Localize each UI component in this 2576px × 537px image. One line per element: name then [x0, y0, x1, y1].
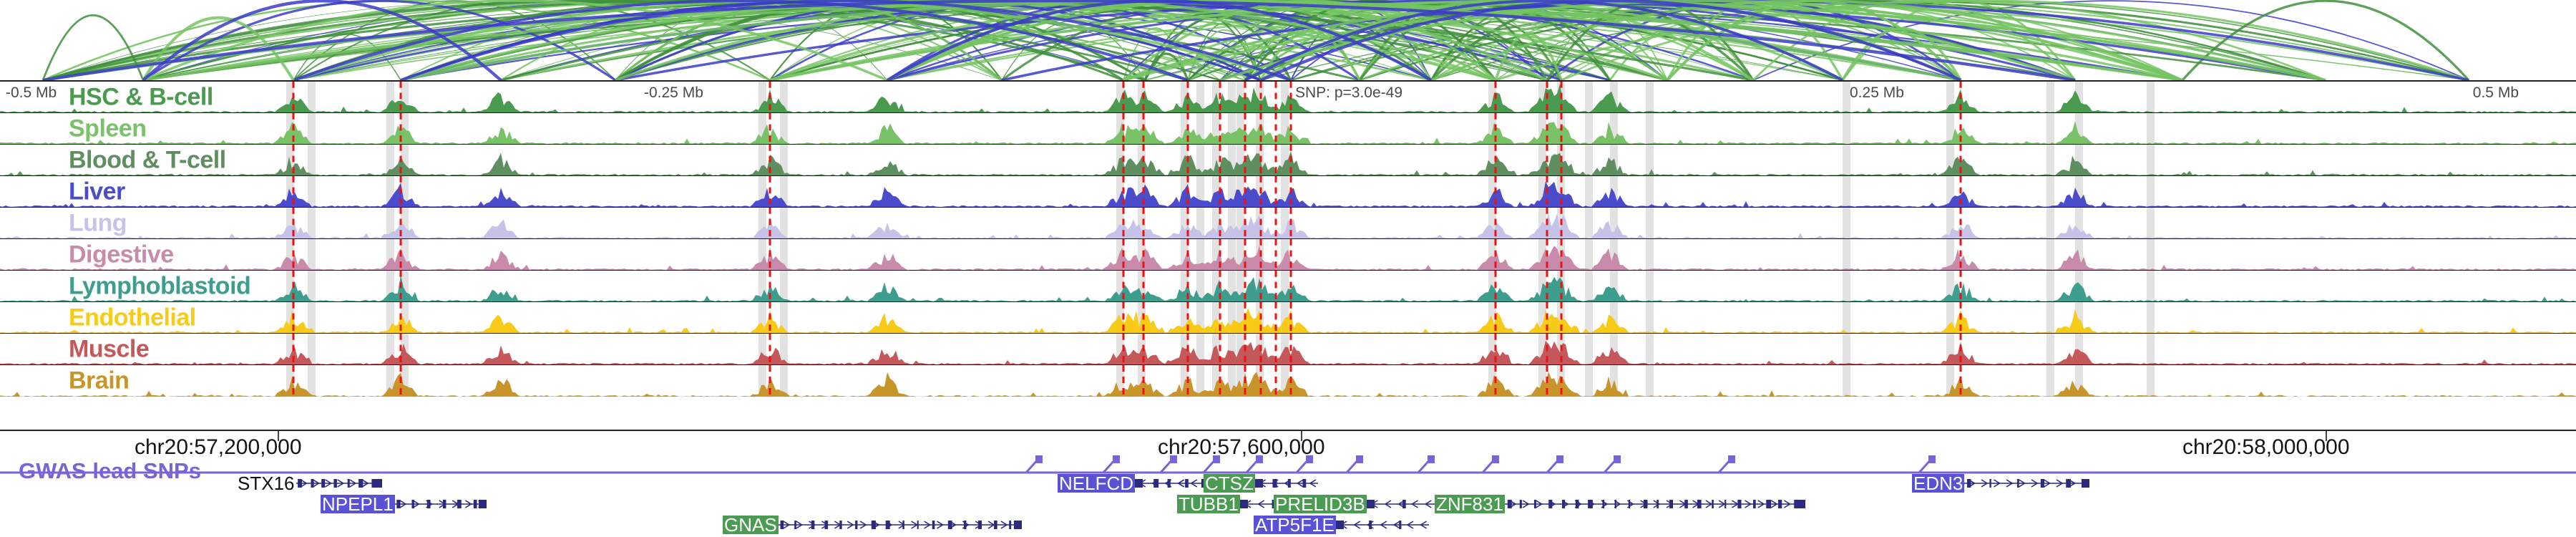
gene-model-stx16 — [296, 474, 382, 493]
track-hsc-b-cell[interactable]: HSC & B-cell -0.5 Mb -0.25 Mb 0.25 Mb 0.5 Mb… — [0, 82, 2576, 113]
track-signal-hsc-b-cell — [0, 82, 2576, 112]
coord-tick-2 — [2326, 431, 2327, 441]
gene-label-prelid3b: PRELID3B — [1274, 493, 1367, 515]
gene-model-atp5f1e — [1335, 516, 1429, 534]
ruler-tick-1: -0.25 Mb — [644, 84, 703, 101]
gene-edn3[interactable]: EDN3 — [1912, 473, 2090, 494]
gene-annotation-track[interactable]: STX16 NELFCD CTSZ EDN3 NPEPL1 TUBB1 PRELID3B ZN… — [0, 474, 2576, 537]
gene-ctsz[interactable]: CTSZ — [1204, 474, 1318, 493]
track-signal-blood-t-cell — [0, 145, 2576, 175]
gene-atp5f1e[interactable]: ATP5F1E — [1254, 516, 1429, 534]
gene-stx16[interactable]: STX16 — [236, 474, 382, 493]
track-signal-lymphoblastoid — [0, 271, 2576, 301]
coord-tick-0 — [278, 431, 279, 441]
snp-pvalue-annotation: SNP: p=3.0e-49 — [1295, 84, 1403, 101]
gene-tubb1[interactable]: TUBB1 — [1177, 495, 1333, 513]
track-signal-lung — [0, 208, 2576, 238]
gwas-track-label: GWAS lead SNPs — [19, 458, 201, 483]
gene-label-znf831: ZNF831 — [1435, 493, 1505, 515]
signal-track-stack[interactable]: HSC & B-cell -0.5 Mb -0.25 Mb 0.25 Mb 0.5 Mb… — [0, 80, 2576, 431]
gene-row-2: GNAS ATP5F1E — [0, 516, 2576, 536]
track-lymphoblastoid[interactable]: Lymphoblastoid — [0, 271, 2576, 302]
gene-label-stx16: STX16 — [238, 473, 295, 494]
arc-svg — [42, 0, 2470, 80]
gwas-lead-snp-track[interactable]: GWAS lead SNPs — [0, 455, 2576, 483]
coord-label-1: chr20:57,600,000 — [1158, 435, 1325, 459]
track-signal-spleen — [0, 113, 2576, 144]
gene-nelfcd[interactable]: NELFCD — [1058, 474, 1264, 493]
ruler-tick-2: 0.25 Mb — [1850, 84, 1904, 101]
coordinate-axis: chr20:57,200,000 chr20:57,600,000 chr20:58… — [0, 431, 2576, 464]
track-signal-endothelial — [0, 302, 2576, 333]
track-spleen[interactable]: Spleen — [0, 113, 2576, 145]
gene-label-edn3: EDN3 — [1912, 473, 1965, 494]
track-brain[interactable]: Brain — [0, 365, 2576, 397]
coord-label-0: chr20:57,200,000 — [135, 435, 302, 459]
gene-label-atp5f1e: ATP5F1E — [1254, 514, 1336, 536]
track-signal-muscle — [0, 334, 2576, 364]
track-signal-liver — [0, 176, 2576, 207]
gene-model-znf831 — [1504, 495, 1805, 513]
gene-row-0: STX16 NELFCD CTSZ EDN3 — [0, 474, 2576, 494]
track-signal-brain — [0, 365, 2576, 397]
gene-label-tubb1: TUBB1 — [1177, 493, 1240, 515]
track-blood-t-cell[interactable]: Blood & T-cell — [0, 145, 2576, 176]
gene-znf831[interactable]: ZNF831 — [1435, 495, 1805, 513]
coord-tick-1 — [1301, 431, 1302, 441]
gene-model-edn3 — [1964, 474, 2090, 493]
gene-label-npepl1: NPEPL1 — [321, 493, 395, 515]
gene-label-ctsz: CTSZ — [1204, 473, 1255, 494]
track-signal-digestive — [0, 239, 2576, 270]
gene-gnas[interactable]: GNAS — [723, 516, 1022, 534]
ruler-tick-0: -0.5 Mb — [6, 84, 57, 101]
coord-label-2: chr20:58,000,000 — [2182, 435, 2350, 459]
track-digestive[interactable]: Digestive — [0, 239, 2576, 271]
gene-model-npepl1 — [394, 495, 487, 513]
gene-label-nelfcd: NELFCD — [1058, 473, 1136, 494]
gwas-snp-svg — [0, 455, 2576, 474]
track-endothelial[interactable]: Endothelial — [0, 302, 2576, 334]
track-muscle[interactable]: Muscle — [0, 334, 2576, 365]
ruler-tick-3: 0.5 Mb — [2472, 84, 2519, 101]
track-liver[interactable]: Liver — [0, 176, 2576, 208]
gene-row-1: NPEPL1 TUBB1 PRELID3B ZNF831 — [0, 495, 2576, 515]
gene-npepl1[interactable]: NPEPL1 — [321, 495, 487, 513]
gene-model-ctsz — [1254, 474, 1318, 493]
gene-label-gnas: GNAS — [723, 514, 779, 536]
track-lung[interactable]: Lung — [0, 208, 2576, 239]
gene-model-gnas — [778, 516, 1022, 534]
chromatin-interaction-arcs-panel[interactable] — [0, 0, 2576, 80]
